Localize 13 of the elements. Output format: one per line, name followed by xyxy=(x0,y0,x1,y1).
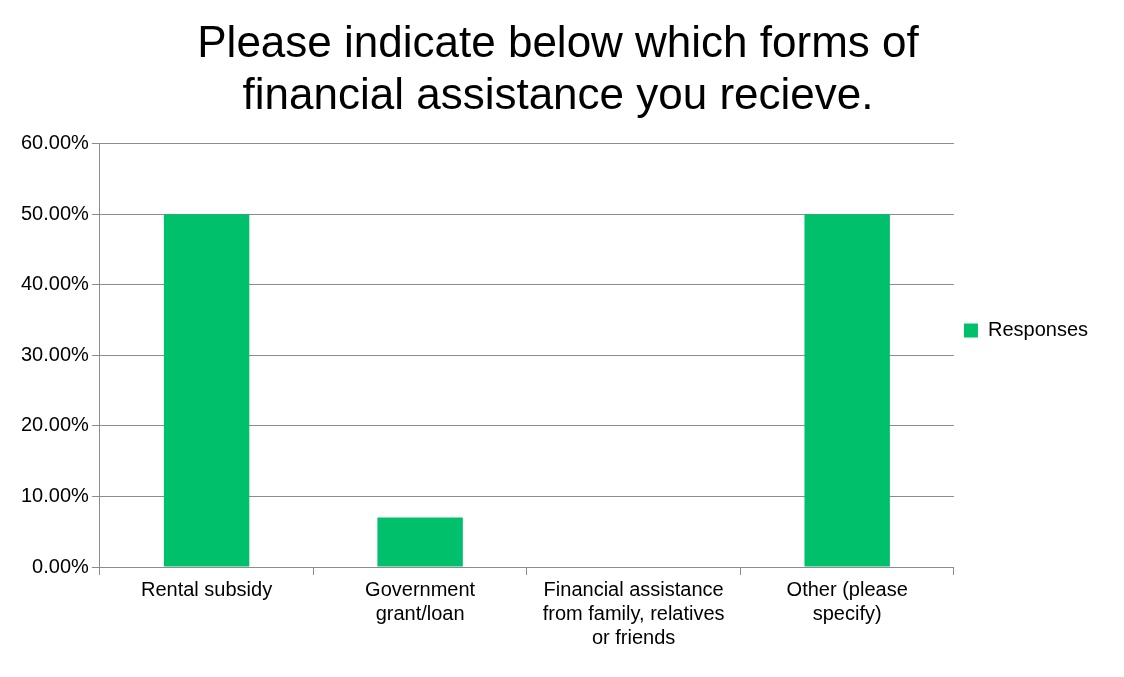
y-tick-label: 0.00% xyxy=(32,554,90,577)
y-tick-label: 10.00% xyxy=(20,483,90,506)
y-tick-label: 50.00% xyxy=(20,201,90,224)
x-tick-label: Rental subsidy xyxy=(141,577,273,600)
y-tick-label: 60.00% xyxy=(20,131,90,154)
x-tick-label: Government grant/loan xyxy=(365,577,476,624)
x-tick-label: Financial assistance from family, relatives or friends xyxy=(542,577,725,648)
y-tick-label: 40.00% xyxy=(20,272,90,295)
y-tick-label: 30.00% xyxy=(20,342,90,365)
chart-title: Please indicate below which forms of financial assistance you recieve. xyxy=(197,16,920,119)
legend-label: Responses xyxy=(987,318,1088,341)
x-tick-label: Other (please specify) xyxy=(786,577,908,624)
y-tick-label: 20.00% xyxy=(20,413,90,436)
